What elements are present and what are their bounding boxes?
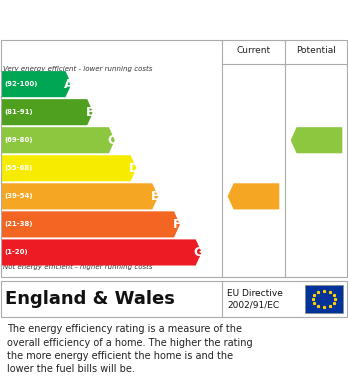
Text: A: A [64, 78, 73, 91]
Text: England & Wales: England & Wales [5, 290, 175, 308]
Text: EU Directive: EU Directive [227, 289, 283, 298]
Polygon shape [2, 127, 115, 153]
Polygon shape [228, 183, 279, 210]
Text: Very energy efficient - lower running costs: Very energy efficient - lower running co… [3, 66, 152, 72]
Text: E: E [151, 190, 159, 203]
Text: 73: 73 [309, 134, 326, 147]
Polygon shape [2, 239, 201, 265]
Polygon shape [2, 99, 93, 125]
Text: Not energy efficient - higher running costs: Not energy efficient - higher running co… [3, 264, 152, 270]
Text: Potential: Potential [296, 46, 337, 55]
Text: (55-68): (55-68) [4, 165, 32, 171]
Text: D: D [128, 162, 139, 175]
Polygon shape [2, 212, 180, 237]
Text: (92-100): (92-100) [4, 81, 37, 87]
Text: F: F [173, 218, 181, 231]
Text: Energy Efficiency Rating: Energy Efficiency Rating [10, 11, 220, 26]
Text: (21-38): (21-38) [4, 221, 32, 228]
Text: The energy efficiency rating is a measure of the
overall efficiency of a home. T: The energy efficiency rating is a measur… [7, 325, 253, 374]
Polygon shape [2, 183, 158, 210]
Polygon shape [2, 71, 71, 97]
Text: (69-80): (69-80) [4, 137, 32, 143]
Text: Current: Current [236, 46, 270, 55]
Text: C: C [107, 134, 117, 147]
Text: (1-20): (1-20) [4, 249, 27, 255]
Bar [305, 285, 343, 313]
Text: (39-54): (39-54) [4, 193, 33, 199]
Text: (81-91): (81-91) [4, 109, 33, 115]
Polygon shape [2, 155, 136, 181]
Text: 2002/91/EC: 2002/91/EC [227, 300, 279, 310]
Text: B: B [85, 106, 95, 119]
Text: G: G [193, 246, 204, 259]
Polygon shape [291, 127, 342, 153]
Text: 48: 48 [246, 190, 263, 203]
